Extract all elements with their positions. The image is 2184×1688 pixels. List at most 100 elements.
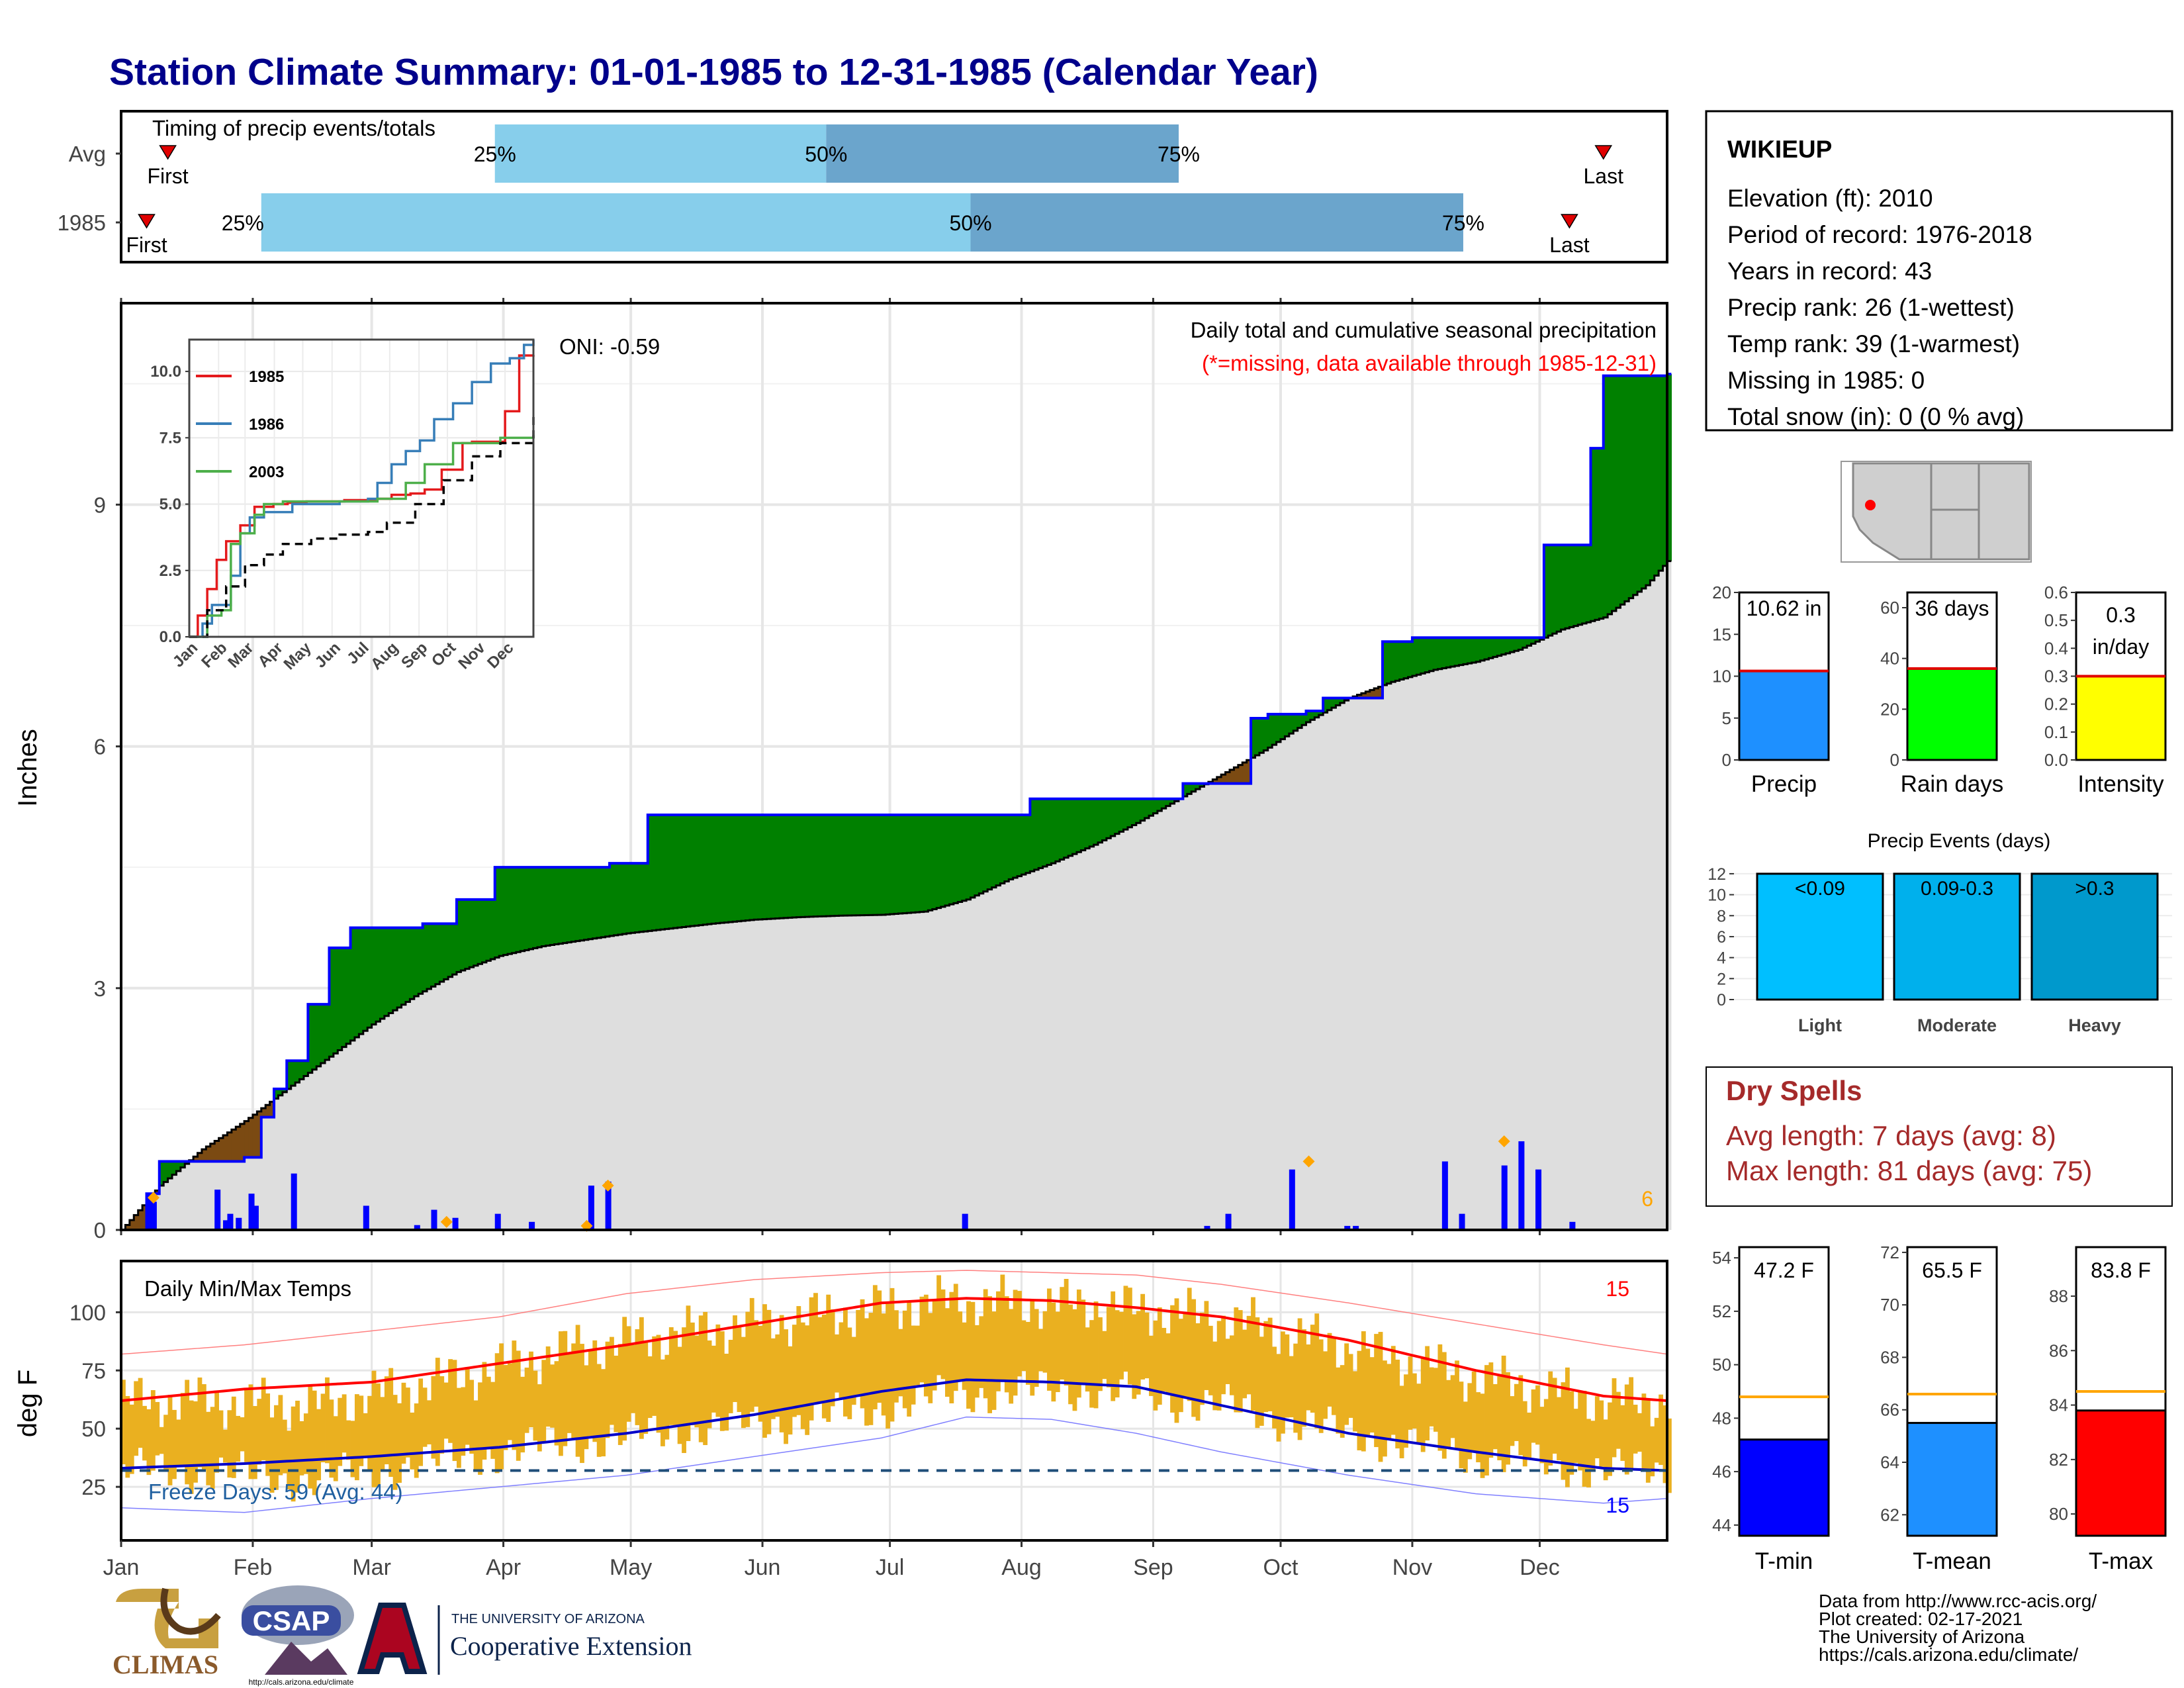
daily-temp-bar [1624,1384,1629,1475]
daily-precip-bar [1344,1225,1351,1230]
above-average-fill [414,927,419,996]
mini-bar-tick-label: 0.5 [2044,610,2068,630]
daily-temp-bar [1365,1348,1371,1438]
above-average-fill [571,867,576,942]
above-average-fill [1633,375,1638,595]
daily-temp-bar [210,1407,215,1489]
above-average-fill [524,867,529,951]
above-average-fill [1064,798,1069,858]
daily-temp-bar [537,1384,542,1452]
below-average-fill [1225,772,1230,784]
last-label: Last [1583,164,1623,188]
above-average-fill [826,815,831,916]
daily-precip-bar [1518,1141,1525,1230]
daily-temp-bar [932,1299,937,1391]
above-average-fill [1081,798,1086,851]
daily-temp-bar [197,1377,203,1468]
daily-temp-bar [707,1340,712,1429]
events-bar [1893,872,2021,1001]
above-average-fill [1267,714,1273,748]
below-average-fill [1229,769,1235,784]
daily-temp-bar [155,1401,160,1456]
daily-precip-bar [252,1205,259,1230]
above-average-fill [1518,637,1524,650]
daily-temp-bar [312,1390,317,1495]
temp-ytick-label: 50 [81,1417,106,1441]
above-average-fill [805,815,810,917]
temp-summary-tick-label: 64 [1880,1452,1899,1472]
above-average-fill [1531,637,1536,644]
daily-temp-bar [376,1383,381,1487]
daily-temp-bar [1612,1378,1617,1458]
daily-temp-bar [1327,1333,1332,1407]
temp-ytick-label: 100 [69,1300,106,1325]
daily-temp-bar [580,1344,584,1464]
daily-temp-bar [1157,1307,1162,1405]
above-average-fill [821,815,827,917]
csap-banner [242,1605,341,1636]
dry-spells-avg: Avg length: 7 days (avg: 8) [1726,1120,2056,1151]
daily-temp-bar [1506,1372,1510,1465]
above-average-fill [770,815,776,919]
daily-temp-bar [244,1388,249,1462]
daily-temp-bar [1603,1419,1608,1481]
above-average-fill [970,815,976,898]
daily-temp-bar [673,1331,678,1427]
daily-temp-bar [898,1329,903,1397]
daily-temp-bar [1561,1382,1566,1480]
above-average-fill [1047,798,1052,865]
daily-temp-bar [435,1358,440,1466]
above-average-fill [1561,545,1566,630]
events-bar-range-label: 0.09-0.3 [1921,878,1993,900]
daily-temp-bar [847,1327,852,1419]
daily-temp-bar [1093,1301,1099,1409]
above-average-fill [1085,798,1090,849]
daily-temp-bar [1497,1376,1502,1460]
inset-series-1986 [189,340,535,638]
temp-summary-value-label: 65.5 F [1922,1258,1982,1282]
daily-temp-bar [1557,1397,1561,1461]
mini-bar-value-unit: in/day [2093,635,2149,659]
above-average-fill [940,815,946,907]
temp-ytick-label: 75 [81,1358,106,1383]
daily-temp-bar [631,1344,635,1413]
precip-panel-frame [120,302,1668,1231]
events-tick-label: 6 [1717,928,1726,947]
above-average-fill [1327,698,1332,710]
daily-temp-bar [1208,1325,1213,1395]
precip-ytick-label: 0 [94,1218,106,1243]
mini-bar-tick-label: 10 [1712,667,1731,686]
above-average-fill [159,1161,164,1186]
daily-temp-bar [333,1416,338,1481]
above-average-fill [1093,798,1099,845]
daily-temp-bar [1153,1320,1158,1411]
below-average-fill [236,1127,241,1162]
daily-temp-bar [291,1406,296,1502]
above-average-fill [694,815,700,926]
above-average-fill [287,1060,292,1089]
station-info-line: Precip rank: 26 (1-wettest) [1727,294,2015,321]
above-average-fill [596,867,602,938]
daily-temp-bar [1251,1297,1255,1411]
temp-summary-tick-label: 46 [1712,1462,1731,1481]
daily-temp-bar [1387,1364,1392,1440]
daily-temp-bar [686,1305,691,1441]
above-average-fill [1030,798,1035,872]
daily-temp-bar [1068,1304,1073,1405]
daily-temp-bar [180,1393,185,1467]
first-label: First [147,164,188,188]
events-bar-category-label: Light [1798,1015,1842,1035]
month-label: Sep [1133,1555,1173,1580]
ua-logo: THE UNIVERSITY OF ARIZONA Cooperative Ex… [357,1603,692,1675]
mini-bar-tick-label: 0.4 [2044,638,2068,658]
above-average-fill [465,899,470,969]
daily-temp-bar [508,1363,512,1440]
above-average-fill [350,927,355,1041]
temp-summary-value-label: 47.2 F [1754,1258,1814,1282]
above-average-fill [461,899,466,970]
below-average-fill [197,1152,203,1162]
above-average-fill [1603,375,1608,618]
above-average-fill [316,1004,322,1066]
below-average-fill [1378,686,1383,698]
daily-temp-bar [923,1294,929,1397]
